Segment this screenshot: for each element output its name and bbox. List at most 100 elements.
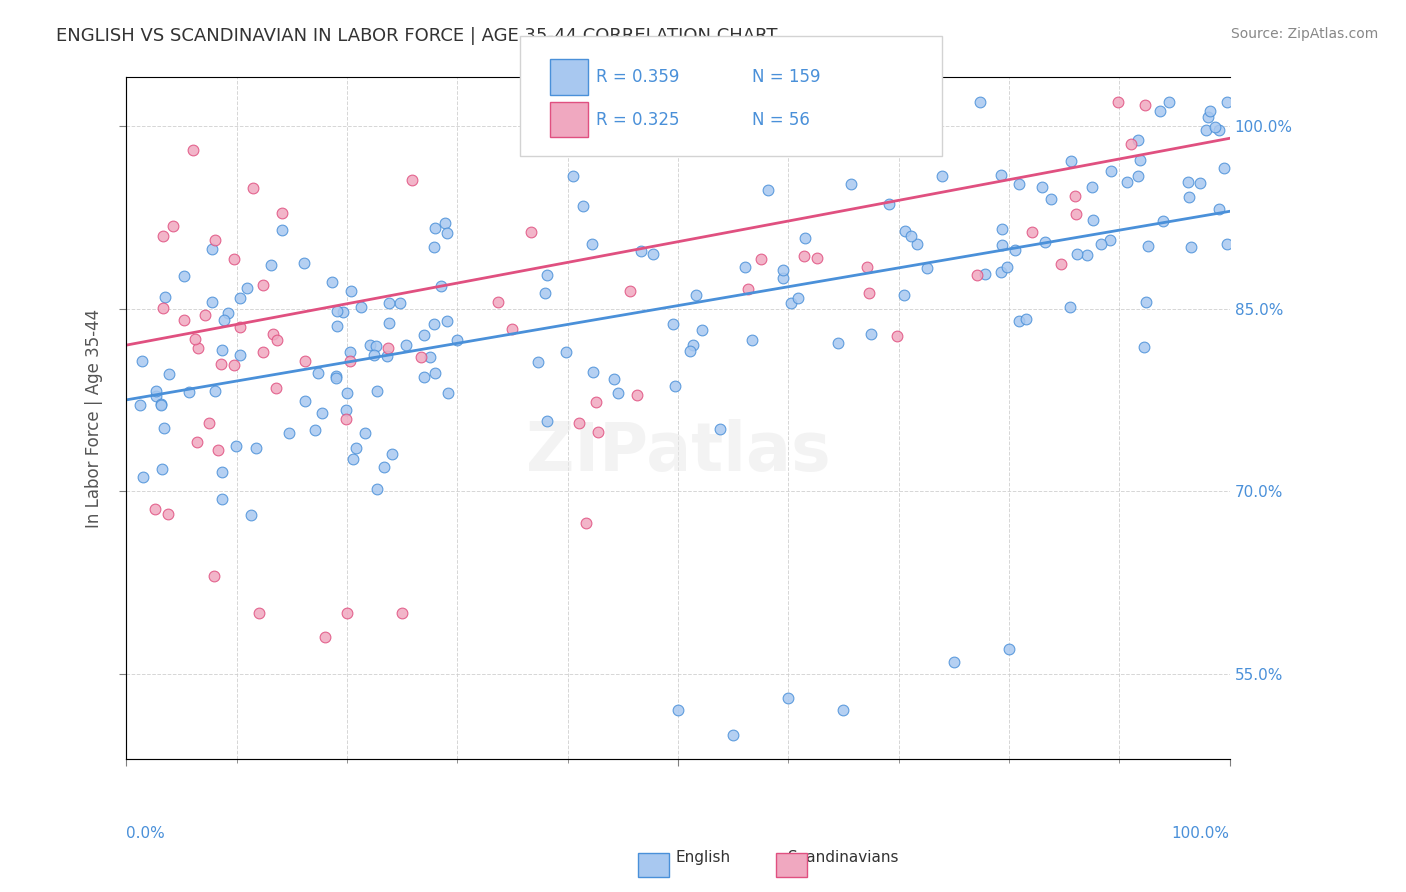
Point	[1098, 233, 1121, 247]
Point	[353, 425, 375, 440]
Point	[572, 199, 595, 213]
Point	[1180, 240, 1202, 254]
Point	[235, 281, 257, 295]
Point	[1136, 239, 1159, 253]
Point	[366, 339, 388, 353]
Point	[1216, 95, 1239, 109]
Text: N = 56: N = 56	[752, 111, 810, 128]
Text: English: English	[675, 850, 731, 865]
Point	[1090, 237, 1112, 252]
Point	[749, 252, 772, 267]
Point	[772, 262, 794, 277]
Point	[184, 332, 207, 346]
Point	[585, 395, 607, 409]
Point	[772, 270, 794, 285]
Point	[966, 268, 988, 283]
Point	[886, 329, 908, 343]
Point	[187, 341, 209, 355]
Point	[1066, 207, 1088, 221]
Point	[224, 358, 246, 372]
Point	[292, 256, 315, 270]
Point	[1021, 225, 1043, 239]
Point	[153, 421, 176, 435]
Point	[690, 322, 713, 336]
Point	[1004, 244, 1026, 258]
Point	[423, 220, 446, 235]
Point	[575, 516, 598, 530]
Text: N = 159: N = 159	[752, 68, 821, 86]
Point	[780, 296, 803, 310]
Point	[1215, 237, 1237, 252]
Point	[1135, 294, 1157, 309]
Point	[278, 425, 301, 440]
Point	[679, 344, 702, 359]
Point	[214, 313, 236, 327]
Point	[1126, 169, 1149, 184]
Text: Source: ZipAtlas.com: Source: ZipAtlas.com	[1230, 27, 1378, 41]
Point	[734, 260, 756, 275]
Point	[266, 333, 288, 347]
Point	[211, 465, 233, 479]
Point	[606, 385, 628, 400]
Point	[436, 314, 458, 328]
Point	[1107, 95, 1129, 109]
Point	[1008, 314, 1031, 328]
Text: ENGLISH VS SCANDINAVIAN IN LABOR FORCE | AGE 35-44 CORRELATION CHART: ENGLISH VS SCANDINAVIAN IN LABOR FORCE |…	[56, 27, 778, 45]
Point	[332, 305, 354, 319]
Point	[311, 406, 333, 420]
Point	[132, 470, 155, 484]
Point	[145, 389, 167, 403]
Point	[1199, 103, 1222, 118]
Point	[150, 462, 173, 476]
Point	[157, 507, 180, 521]
Point	[242, 181, 264, 195]
Point	[1039, 192, 1062, 206]
Point	[375, 349, 398, 363]
Point	[534, 285, 557, 300]
Point	[423, 318, 446, 332]
Point	[1208, 122, 1230, 136]
Point	[217, 306, 239, 320]
Point	[173, 268, 195, 283]
Point	[153, 290, 176, 304]
Point	[1031, 180, 1053, 194]
Point	[342, 451, 364, 466]
Point	[626, 388, 648, 402]
Point	[1064, 188, 1087, 202]
Point	[326, 304, 349, 318]
Point	[260, 258, 283, 272]
Point	[252, 277, 274, 292]
Point	[1119, 136, 1142, 151]
Point	[325, 318, 347, 333]
Point	[603, 371, 626, 385]
Point	[222, 252, 245, 266]
Point	[194, 309, 217, 323]
Point	[1008, 178, 1031, 192]
Point	[162, 219, 184, 233]
Point	[682, 338, 704, 352]
Point	[536, 414, 558, 428]
Point	[271, 206, 294, 220]
Point	[239, 508, 262, 522]
Point	[568, 416, 591, 430]
Point	[363, 348, 385, 362]
Point	[786, 291, 808, 305]
Point	[619, 284, 641, 298]
Point	[395, 337, 418, 351]
Point	[413, 370, 436, 384]
Point	[685, 288, 707, 302]
Point	[336, 385, 359, 400]
Point	[721, 727, 744, 741]
Point	[1033, 235, 1056, 249]
Point	[366, 482, 388, 496]
Point	[423, 367, 446, 381]
Point	[201, 294, 224, 309]
Point	[211, 343, 233, 358]
Point	[778, 691, 800, 706]
Point	[229, 348, 252, 362]
Point	[520, 226, 543, 240]
Point	[152, 229, 174, 244]
Point	[581, 237, 603, 252]
Point	[211, 491, 233, 506]
Point	[998, 642, 1021, 657]
